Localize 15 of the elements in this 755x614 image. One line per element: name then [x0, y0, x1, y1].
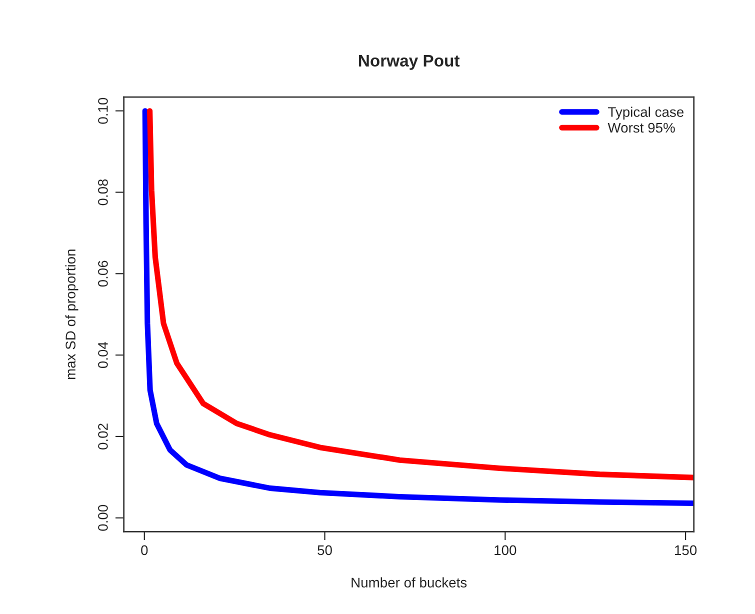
y-tick-label: 0.02	[98, 424, 108, 450]
y-axis-title: max SD of proportion	[65, 250, 78, 380]
x-tick-label: 100	[494, 545, 516, 556]
x-tick-label: 50	[318, 545, 332, 556]
legend-label: Worst 95%	[608, 122, 675, 133]
x-axis-title: Number of buckets	[352, 577, 467, 588]
x-tick-label: 150	[675, 545, 697, 556]
y-tick-label: 0.04	[98, 342, 108, 368]
chart-title: Norway Pout	[359, 54, 460, 70]
y-tick-label: 0.10	[98, 98, 108, 124]
y-tick-label: 0.06	[98, 260, 108, 287]
legend-label: Typical case	[608, 106, 684, 120]
y-tick-label: 0.08	[98, 179, 108, 206]
y-tick-label: 0.00	[98, 504, 108, 531]
x-tick-label: 0	[141, 545, 148, 556]
